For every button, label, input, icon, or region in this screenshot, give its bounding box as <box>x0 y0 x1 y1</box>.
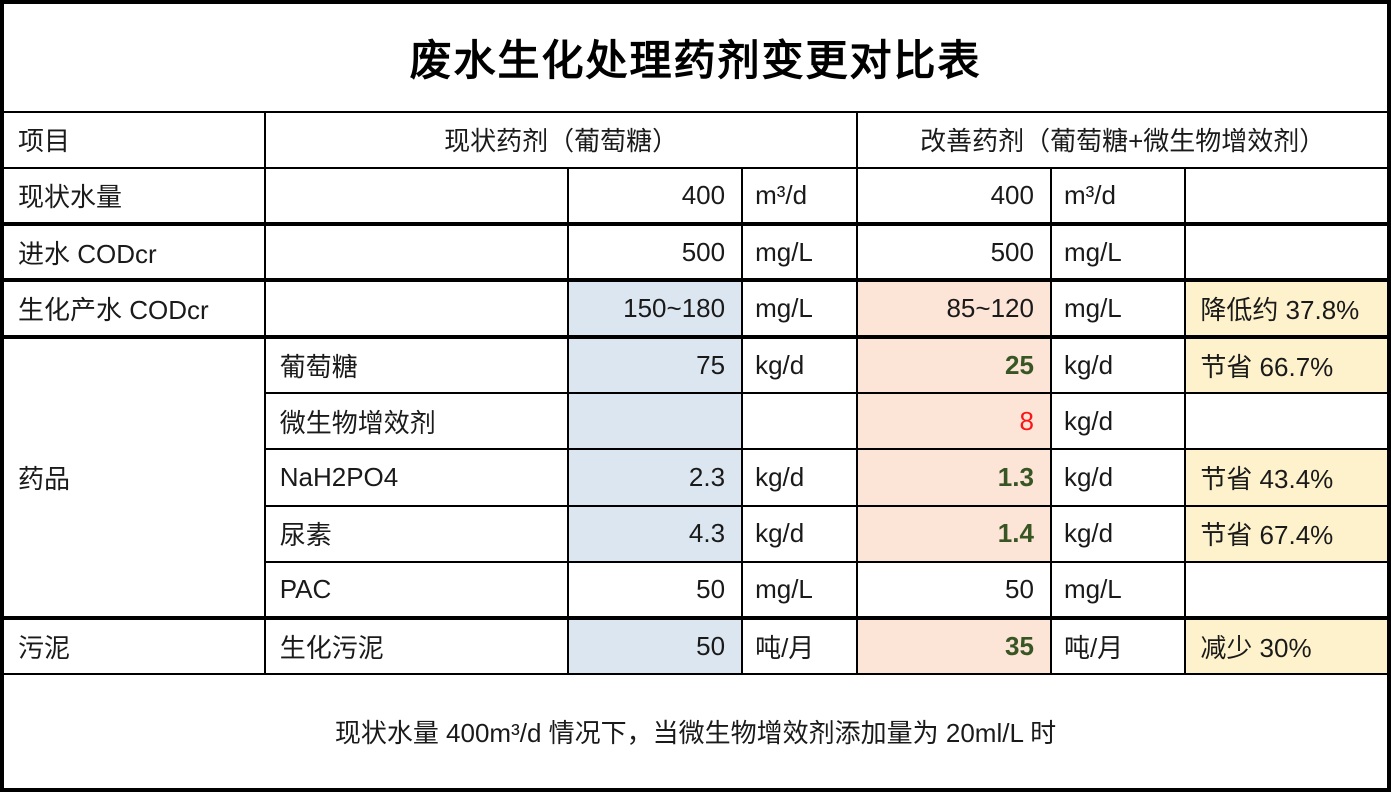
current-unit-cell: m³/d <box>741 166 859 226</box>
row-item: NaH2PO4 <box>263 448 569 507</box>
improved-unit-cell: kg/d <box>1049 504 1187 563</box>
row-bio-sludge: 污泥 生化污泥 50 吨/月 35 吨/月 减少 30% <box>1 616 1390 676</box>
current-value-cell: 400 <box>566 166 744 226</box>
improved-unit-cell: kg/d <box>1049 391 1187 451</box>
row-nah2po4: NaH2PO4 2.3 kg/d 1.3 kg/d 节省 43.4% <box>2 448 1390 507</box>
footer-note: 现状水量 400m³/d 情况下，当微生物增效剂添加量为 20ml/L 时 <box>1 673 1390 791</box>
row-bio-enhancer: 微生物增效剂 8 kg/d <box>2 391 1390 451</box>
current-value-cell: 150~180 <box>566 278 744 338</box>
current-unit-cell: mg/L <box>741 278 859 338</box>
row-label: 生化产水 CODcr <box>1 278 266 338</box>
header-improved-agent: 改善药剂（葡萄糖+微生物增效剂） <box>856 110 1390 169</box>
improved-unit-cell: mg/L <box>1049 560 1187 620</box>
current-value-cell: 500 <box>566 222 744 282</box>
improved-value-cell: 50 <box>856 560 1052 620</box>
improved-value: 25 <box>1005 349 1034 380</box>
note-cell: 降低约 37.8% <box>1184 278 1390 338</box>
note-cell: 节省 67.4% <box>1184 504 1390 563</box>
current-unit-cell <box>741 391 859 451</box>
row-item <box>263 278 569 338</box>
header-current-agent: 现状药剂（葡萄糖） <box>263 110 859 169</box>
improved-value-cell: 500 <box>856 222 1052 282</box>
improved-value-cell: 1.3 <box>856 448 1052 507</box>
current-unit-cell: kg/d <box>741 448 859 507</box>
current-value-cell: 50 <box>566 560 744 620</box>
improved-value: 1.3 <box>997 461 1034 492</box>
note-cell <box>1184 222 1390 282</box>
row-label: 现状水量 <box>1 166 266 226</box>
improved-value-cell: 35 <box>856 616 1052 676</box>
row-effluent-codcr: 生化产水 CODcr 150~180 mg/L 85~120 mg/L 降低约 … <box>1 278 1390 338</box>
current-unit-cell: kg/d <box>741 334 859 394</box>
title-row: 废水生化处理药剂变更对比表 <box>1 1 1390 113</box>
row-item: 葡萄糖 <box>263 334 569 394</box>
improved-value-cell: 1.4 <box>856 504 1052 563</box>
row-pac: PAC 50 mg/L 50 mg/L <box>2 560 1390 620</box>
row-urea: 尿素 4.3 kg/d 1.4 kg/d 节省 67.4% <box>2 504 1390 563</box>
current-unit-cell: mg/L <box>741 560 859 620</box>
row-glucose: 药品 葡萄糖 75 kg/d 25 kg/d 节省 66.7% <box>1 334 1390 620</box>
note-cell <box>1184 560 1390 620</box>
row-item: 尿素 <box>263 504 569 563</box>
improved-unit-cell: 吨/月 <box>1049 616 1187 676</box>
improved-value: 8 <box>1019 405 1034 436</box>
improved-value-cell: 400 <box>856 166 1052 226</box>
row-label: 进水 CODcr <box>1 222 266 282</box>
improved-unit-cell: kg/d <box>1049 448 1187 507</box>
improved-unit-cell: m³/d <box>1049 166 1187 226</box>
row-item: PAC <box>263 560 569 620</box>
improved-unit-cell: mg/L <box>1049 222 1187 282</box>
improved-value: 35 <box>1005 631 1034 662</box>
page-title: 废水生化处理药剂变更对比表 <box>1 1 1390 113</box>
improved-value-cell: 8 <box>856 391 1052 451</box>
row-current-flow: 现状水量 400 m³/d 400 m³/d <box>1 166 1390 226</box>
current-value-cell <box>566 391 744 451</box>
note-cell <box>1184 391 1390 451</box>
current-unit-cell: kg/d <box>741 504 859 563</box>
note-cell: 节省 66.7% <box>1184 334 1390 394</box>
row-item: 生化污泥 <box>263 616 569 676</box>
current-value-cell: 2.3 <box>566 448 744 507</box>
note-cell: 减少 30% <box>1184 616 1390 676</box>
current-unit-cell: mg/L <box>741 222 859 282</box>
group-label-medicine: 药品 <box>1 334 266 620</box>
improved-unit-cell: mg/L <box>1049 278 1187 338</box>
improved-unit-cell: kg/d <box>1049 334 1187 394</box>
current-value-cell: 50 <box>566 616 744 676</box>
row-item <box>263 222 569 282</box>
header-row: 项目 现状药剂（葡萄糖） 改善药剂（葡萄糖+微生物增效剂） <box>1 110 1390 169</box>
row-item: 微生物增效剂 <box>263 391 569 451</box>
header-item: 项目 <box>1 110 266 169</box>
current-unit-cell: 吨/月 <box>741 616 859 676</box>
note-cell <box>1184 166 1390 226</box>
row-inlet-codcr: 进水 CODcr 500 mg/L 500 mg/L <box>1 222 1390 282</box>
row-item <box>263 166 569 226</box>
group-label-sludge: 污泥 <box>1 616 266 676</box>
improved-value-cell: 25 <box>856 334 1052 394</box>
footer-row: 现状水量 400m³/d 情况下，当微生物增效剂添加量为 20ml/L 时 <box>1 673 1390 791</box>
note-cell: 节省 43.4% <box>1184 448 1390 507</box>
improved-value: 1.4 <box>997 518 1034 549</box>
current-value-cell: 75 <box>566 334 744 394</box>
current-value-cell: 4.3 <box>566 504 744 563</box>
improved-value-cell: 85~120 <box>856 278 1052 338</box>
